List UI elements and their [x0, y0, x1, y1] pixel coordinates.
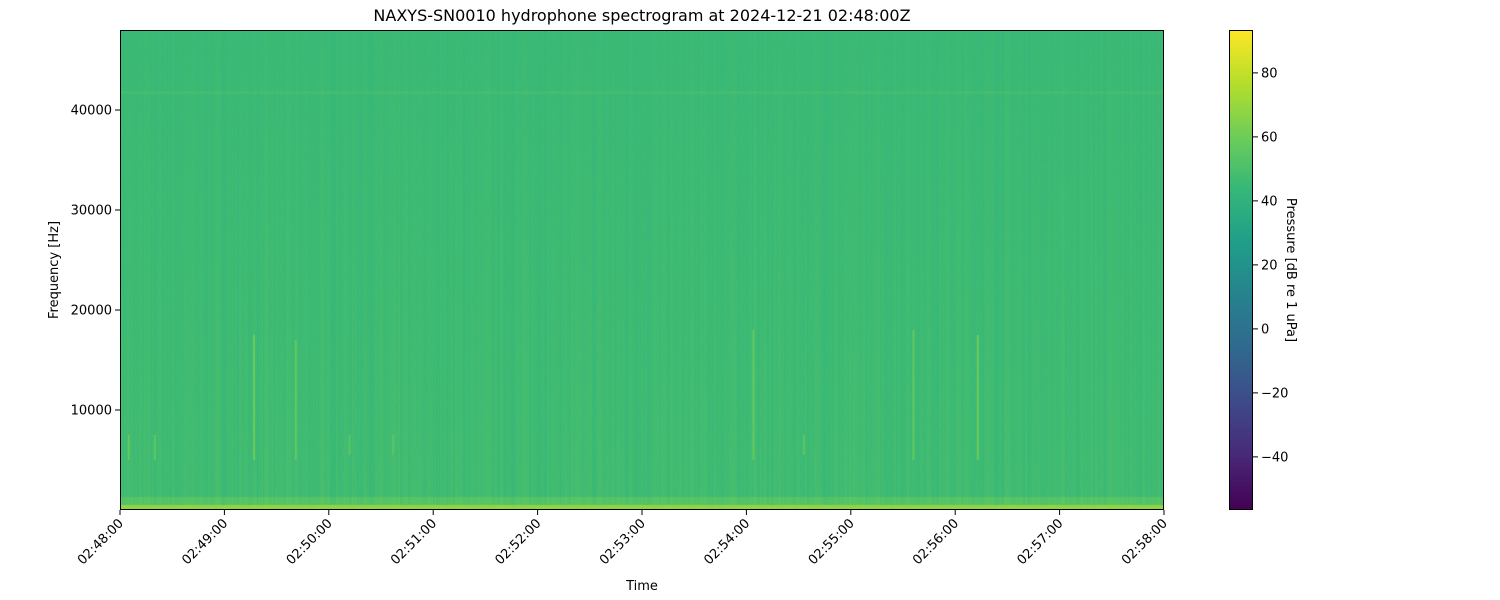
colorbar-ticks: 80 60 40 20 0 −20 −40	[1253, 66, 1288, 465]
colorbar-tick-label: 80	[1261, 66, 1278, 81]
plot-frame	[120, 30, 1164, 510]
colorbar-label: Pressure [dB re 1 uPa]	[1283, 198, 1298, 342]
x-tick-label: 02:51:00	[388, 516, 440, 568]
y-ticks: 10000 20000 30000 40000	[71, 104, 120, 419]
transient-mark	[976, 335, 979, 460]
transient-mark	[392, 435, 395, 455]
y-tick-label: 30000	[71, 204, 112, 219]
transient-mark	[294, 340, 297, 460]
x-tick-label: 02:57:00	[1015, 516, 1067, 568]
y-axis-label: Frequency [Hz]	[47, 221, 62, 319]
x-ticks: 02:48:00 02:49:00 02:50:00 02:51:00 02:52:00…	[75, 510, 1171, 568]
transient-mark	[252, 335, 255, 460]
y-tick-label: 20000	[71, 304, 112, 319]
colorbar-tick-label: 60	[1261, 130, 1278, 145]
colorbar-gradient	[1229, 30, 1253, 510]
transient-mark	[752, 330, 755, 460]
x-tick-label: 02:55:00	[806, 516, 858, 568]
x-axis-label: Time	[625, 579, 658, 594]
chart-title: NAXYS-SN0010 hydrophone spectrogram at 2…	[373, 6, 910, 25]
transient-mark	[802, 435, 805, 455]
transient-mark	[348, 435, 351, 455]
x-tick-label: 02:52:00	[493, 516, 545, 568]
colorbar-tick-label: 20	[1261, 258, 1278, 273]
transient-mark	[153, 435, 156, 460]
x-tick-label: 02:48:00	[75, 516, 127, 568]
colorbar-tick-label: −40	[1261, 450, 1288, 465]
transients	[127, 330, 979, 460]
y-tick-label: 10000	[71, 404, 112, 419]
colorbar-tick-label: 0	[1261, 322, 1269, 337]
x-tick-label: 02:58:00	[1119, 516, 1171, 568]
y-tick-label: 40000	[71, 104, 112, 119]
colorbar-tick-label: −20	[1261, 386, 1288, 401]
spectrogram-image	[120, 30, 1164, 510]
x-tick-label: 02:54:00	[701, 516, 753, 568]
x-tick-label: 02:56:00	[910, 516, 962, 568]
x-tick-label: 02:49:00	[179, 516, 231, 568]
transient-mark	[127, 435, 130, 460]
x-tick-label: 02:50:00	[284, 516, 336, 568]
colorbar-tick-label: 40	[1261, 194, 1278, 209]
colorbar-frame	[1229, 30, 1253, 510]
x-tick-label: 02:53:00	[597, 516, 649, 568]
transient-mark	[912, 330, 915, 460]
